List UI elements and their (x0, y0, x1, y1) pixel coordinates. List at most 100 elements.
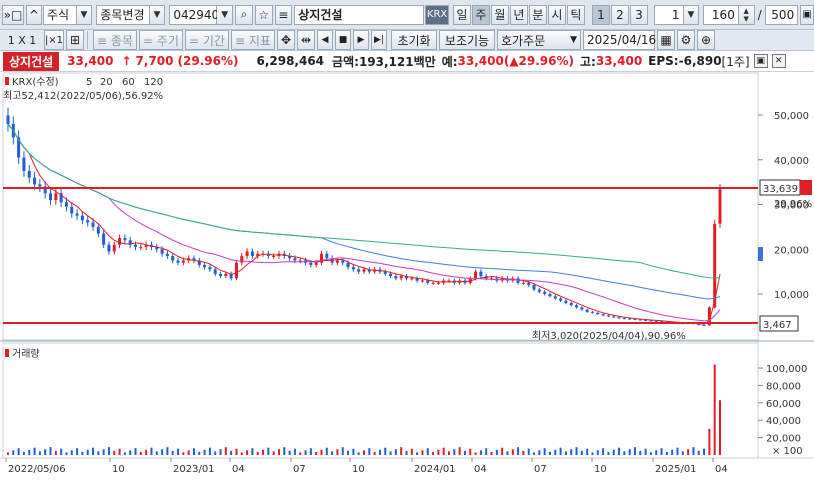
candle (521, 282, 525, 284)
layout-1x1-active-button[interactable]: |×1 (44, 30, 64, 50)
volume-bar (485, 448, 488, 455)
candle (314, 262, 318, 265)
eps-label: EPS: (648, 54, 679, 68)
volume-bar (347, 450, 350, 455)
stop-icon[interactable]: ■ (335, 30, 351, 50)
volume-bar (277, 449, 280, 455)
indicator-button[interactable]: ≡ 지표 (231, 30, 275, 50)
volume-bar (697, 450, 700, 455)
date-input[interactable]: 2025/04/16 (583, 30, 656, 50)
chevron-down-icon[interactable]: ▼ (683, 4, 700, 25)
cycle-button[interactable]: = 주기 (139, 30, 183, 50)
stock-chart[interactable]: KRX(수정) 5 20 60 120 최고52,412(2022/05/06)… (0, 72, 814, 483)
volume-bar (187, 450, 190, 455)
volume-bar (548, 451, 551, 455)
zoom-fit-icon[interactable]: ⇹ (297, 30, 315, 50)
total-input[interactable]: 500 (764, 4, 799, 25)
volume-bar (315, 451, 318, 455)
grid-icon[interactable]: ⊞ (66, 30, 84, 50)
change-amount: 7,700 (135, 54, 174, 68)
list-icon[interactable]: ≡ (274, 4, 293, 25)
candle (335, 260, 339, 263)
volume-bar (102, 449, 105, 455)
panel-toggle-button[interactable]: »□ (2, 4, 24, 25)
candle (134, 244, 138, 248)
volume-bar (596, 450, 599, 455)
unit-input[interactable]: 1 (653, 4, 684, 25)
count-input[interactable]: 160 (703, 4, 739, 25)
time-tick-label: 07 (534, 464, 547, 475)
exchange-tag[interactable]: KRX (425, 4, 449, 25)
candle (612, 316, 616, 318)
candle (128, 240, 132, 245)
candle (22, 157, 26, 171)
volume-bar (517, 447, 520, 455)
volume-bar (49, 447, 52, 455)
stock-code-input[interactable]: 042940 (169, 4, 219, 25)
volume-bar (81, 451, 84, 455)
search-icon[interactable]: ⌕ (235, 4, 253, 25)
chevron-down-icon[interactable]: ▼ (149, 4, 166, 25)
save-icon[interactable]: ▣ (800, 4, 814, 25)
caret-up-icon[interactable]: ^ (26, 4, 42, 25)
volume-bar (378, 449, 381, 455)
aux-function-button[interactable]: 보조기능 (439, 30, 495, 50)
volume-bar (618, 447, 621, 455)
candle (6, 115, 10, 124)
change-item-select[interactable]: 종목변경 (96, 4, 150, 25)
candle (654, 320, 658, 322)
volume-bar (97, 451, 100, 455)
candle (394, 276, 398, 279)
next-icon[interactable]: ▶ (353, 30, 369, 50)
candle (697, 323, 701, 325)
candle (245, 251, 249, 256)
tab-period[interactable]: 시 (547, 4, 566, 25)
candle (192, 258, 196, 261)
tab-multiplier[interactable]: 3 (629, 4, 648, 25)
reset-button[interactable]: 초기화 (391, 30, 437, 50)
chevron-down-icon[interactable]: ▼ (76, 4, 93, 25)
crosshair-icon[interactable]: ⊕ (697, 30, 715, 50)
layout-1x1-button[interactable]: 1 X 1 (7, 33, 37, 47)
volume-bar (155, 451, 158, 455)
tab-period[interactable]: 틱 (566, 4, 585, 25)
tab-period-active[interactable]: 주 (471, 4, 490, 25)
market-type-select[interactable]: 주식 (43, 4, 77, 25)
move-icon[interactable]: ✥ (277, 30, 295, 50)
item-button[interactable]: ≡ 종목 (93, 30, 137, 50)
end-icon[interactable]: ▶| (371, 30, 387, 50)
candle (474, 271, 478, 279)
tab-multiplier[interactable]: 1 (591, 4, 610, 25)
high-marker-value: 33,639 (763, 184, 798, 195)
candle (64, 202, 68, 207)
calendar-icon[interactable]: ▦ (657, 30, 675, 50)
tab-multiplier[interactable]: 2 (610, 4, 629, 25)
volume-bar (458, 447, 461, 455)
prev-icon[interactable]: ◀ (317, 30, 333, 50)
quote-order-button[interactable]: 호가주문 ▼ (497, 30, 581, 50)
chevron-down-icon[interactable]: ▼ (217, 4, 234, 25)
volume-bar (495, 449, 498, 455)
tab-period[interactable]: 일 (452, 4, 471, 25)
volume-bar (474, 452, 477, 455)
star-icon[interactable]: ☆ (254, 4, 273, 25)
settings-icon[interactable]: ⚙ (677, 30, 695, 50)
volume-bar (336, 449, 339, 455)
tab-period[interactable]: 월 (490, 4, 509, 25)
stepper-icon[interactable]: ▲ ▼ (738, 4, 755, 25)
candle (118, 238, 122, 245)
time-tick-label: 07 (293, 464, 306, 475)
volume-bar (28, 449, 31, 455)
change-arrow-icon: ↑ (121, 54, 132, 68)
period-button[interactable]: = 기간 (185, 30, 229, 50)
close-icon[interactable]: ✕ (771, 54, 786, 68)
moving-averages (7, 123, 721, 325)
volume-bar (208, 447, 211, 455)
tab-period[interactable]: 년 (509, 4, 528, 25)
candle (649, 320, 653, 322)
volume-bar (230, 450, 233, 455)
scroll-thumb[interactable] (758, 247, 763, 261)
maximize-icon[interactable]: ▣ (753, 54, 768, 68)
tab-period[interactable]: 분 (528, 4, 547, 25)
candle (702, 324, 706, 326)
